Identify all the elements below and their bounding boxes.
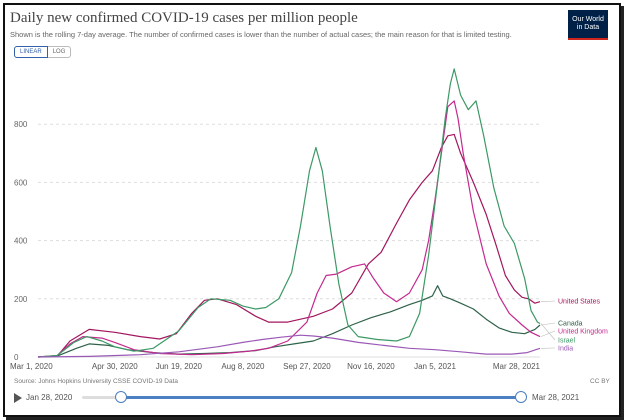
x-tick-label-0: Mar 1, 2020 <box>10 362 53 371</box>
timeline-start-label: Jan 28, 2020 <box>26 393 73 402</box>
logo-line-1: Our World <box>572 16 604 23</box>
y-tick-label-400: 400 <box>14 237 28 246</box>
logo-line-2: in Data <box>576 24 600 31</box>
legend-label-united-kingdom: United Kingdom <box>558 329 608 336</box>
series-line-india <box>37 334 541 358</box>
x-tick-label-5: Nov 16, 2020 <box>347 362 395 371</box>
x-tick-label-6: Jan 5, 2021 <box>414 362 456 371</box>
chart-subtitle: Shown is the rolling 7-day average. The … <box>10 30 512 39</box>
legend-label-israel: Israel <box>558 338 576 345</box>
x-tick-label-3: Aug 8, 2020 <box>221 362 265 371</box>
y-tick-label-800: 800 <box>14 120 28 129</box>
timeline-slider: Jan 28, 2020 Mar 28, 2021 <box>12 391 610 405</box>
x-tick-label-2: Jun 19, 2020 <box>156 362 203 371</box>
chart-title: Daily new confirmed COVID-19 cases per m… <box>10 10 358 26</box>
owid-logo[interactable]: Our World in Data <box>568 10 608 40</box>
x-tick-label-1: Apr 30, 2020 <box>92 362 138 371</box>
x-tick-label-7: Mar 28, 2021 <box>493 362 541 371</box>
legend-connector-0 <box>540 300 556 303</box>
y-tick-label-200: 200 <box>14 295 28 304</box>
y-tick-label-600: 600 <box>14 178 28 187</box>
series-line-united-states <box>37 133 541 358</box>
legend-connector-2 <box>540 330 556 337</box>
series-line-israel <box>37 68 541 358</box>
linear-scale-button[interactable]: LINEAR <box>14 46 48 58</box>
log-scale-button[interactable]: LOG <box>47 46 72 58</box>
chart-frame <box>3 3 621 417</box>
legend-label-india: India <box>558 346 573 353</box>
license-note[interactable]: CC BY <box>590 378 610 385</box>
legend-connector-1 <box>540 322 556 326</box>
timeline-selected-range <box>120 396 520 399</box>
x-tick-label-4: Sep 27, 2020 <box>283 362 331 371</box>
timeline-start-handle[interactable] <box>115 391 127 403</box>
y-tick-label-0: 0 <box>14 353 19 362</box>
legend-label-canada: Canada <box>558 321 583 328</box>
play-icon[interactable] <box>14 393 22 403</box>
scale-toggle: LINEAR LOG <box>14 46 72 58</box>
timeline-end-label: Mar 28, 2021 <box>532 393 580 402</box>
timeline-end-handle[interactable] <box>515 391 527 403</box>
legend-label-united-states: United States <box>558 299 601 306</box>
source-note[interactable]: Source: Johns Hopkins University CSSE CO… <box>14 378 179 385</box>
series-line-united-kingdom <box>37 100 541 358</box>
legend-connector-3 <box>540 323 556 341</box>
